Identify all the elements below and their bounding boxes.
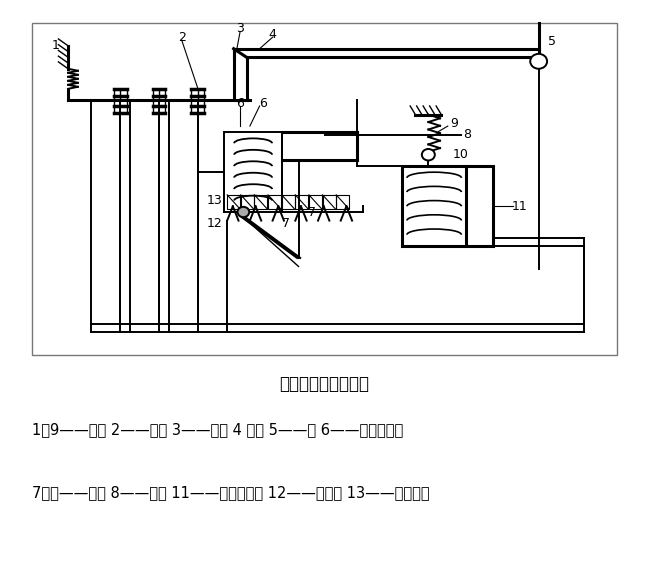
Text: 9: 9	[450, 117, 458, 129]
Bar	[323, 195, 336, 209]
Bar	[402, 166, 493, 246]
Text: 7、十——衔铁 8——杠杆 11——欠压脱扣器 12——电阻丝 13——双金属片: 7、十——衔铁 8——杠杆 11——欠压脱扣器 12——电阻丝 13——双金属片	[32, 485, 430, 500]
Bar	[309, 195, 322, 209]
Circle shape	[530, 54, 547, 69]
Text: 6: 6	[236, 97, 244, 109]
Bar	[241, 195, 254, 209]
Text: 13: 13	[206, 194, 222, 207]
Text: 10: 10	[453, 148, 469, 161]
Bar	[227, 195, 240, 209]
Circle shape	[422, 149, 435, 160]
Circle shape	[238, 207, 249, 217]
Bar	[295, 195, 308, 209]
Text: 3: 3	[236, 22, 244, 35]
Bar	[268, 195, 281, 209]
Text: 空气断路器的原理图: 空气断路器的原理图	[280, 375, 369, 393]
Text: 5: 5	[548, 35, 556, 48]
Bar	[224, 132, 282, 212]
Text: 8: 8	[463, 128, 471, 141]
Text: 7: 7	[308, 206, 315, 218]
Bar	[32, 23, 617, 355]
Text: 7: 7	[282, 217, 289, 230]
Bar	[254, 195, 267, 209]
Text: 11: 11	[511, 200, 527, 213]
Text: 2: 2	[178, 31, 186, 44]
Text: 4: 4	[269, 28, 276, 41]
Text: 12: 12	[206, 217, 222, 230]
Bar	[336, 195, 349, 209]
Text: 1、9——绷簧 2——触点 3——锁键 4 搭钩 5——轴 6——过流脱扣器: 1、9——绷簧 2——触点 3——锁键 4 搭钩 5——轴 6——过流脱扣器	[32, 422, 404, 437]
Bar	[282, 195, 295, 209]
Text: 6: 6	[259, 97, 267, 109]
Text: 1: 1	[51, 40, 59, 52]
